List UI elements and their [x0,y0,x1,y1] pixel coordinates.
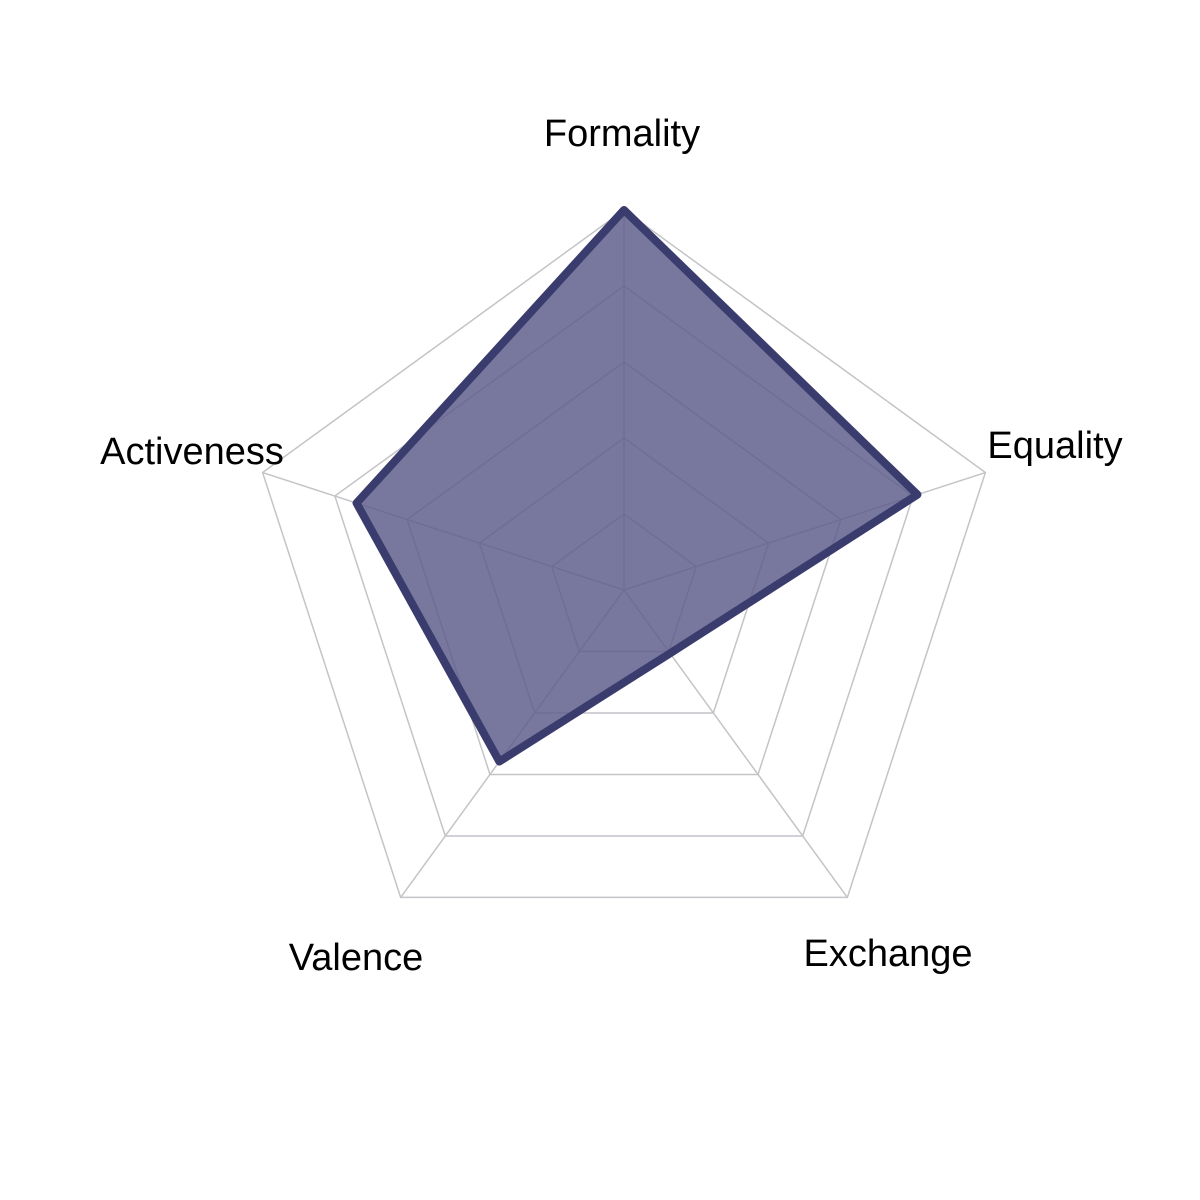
grid-ring-5 [261,209,987,899]
axis-label-valence: Valence [289,937,424,979]
axis-label-formality: Formality [544,113,700,155]
label-layer: Formality Equality Exchange Valence Activene… [100,113,1122,979]
axis-label-equality: Equality [987,425,1122,467]
data-layer [352,206,922,766]
axis-label-exchange: Exchange [803,933,972,975]
axis-label-activeness: Activeness [100,431,284,473]
series-area-0 [352,206,922,766]
